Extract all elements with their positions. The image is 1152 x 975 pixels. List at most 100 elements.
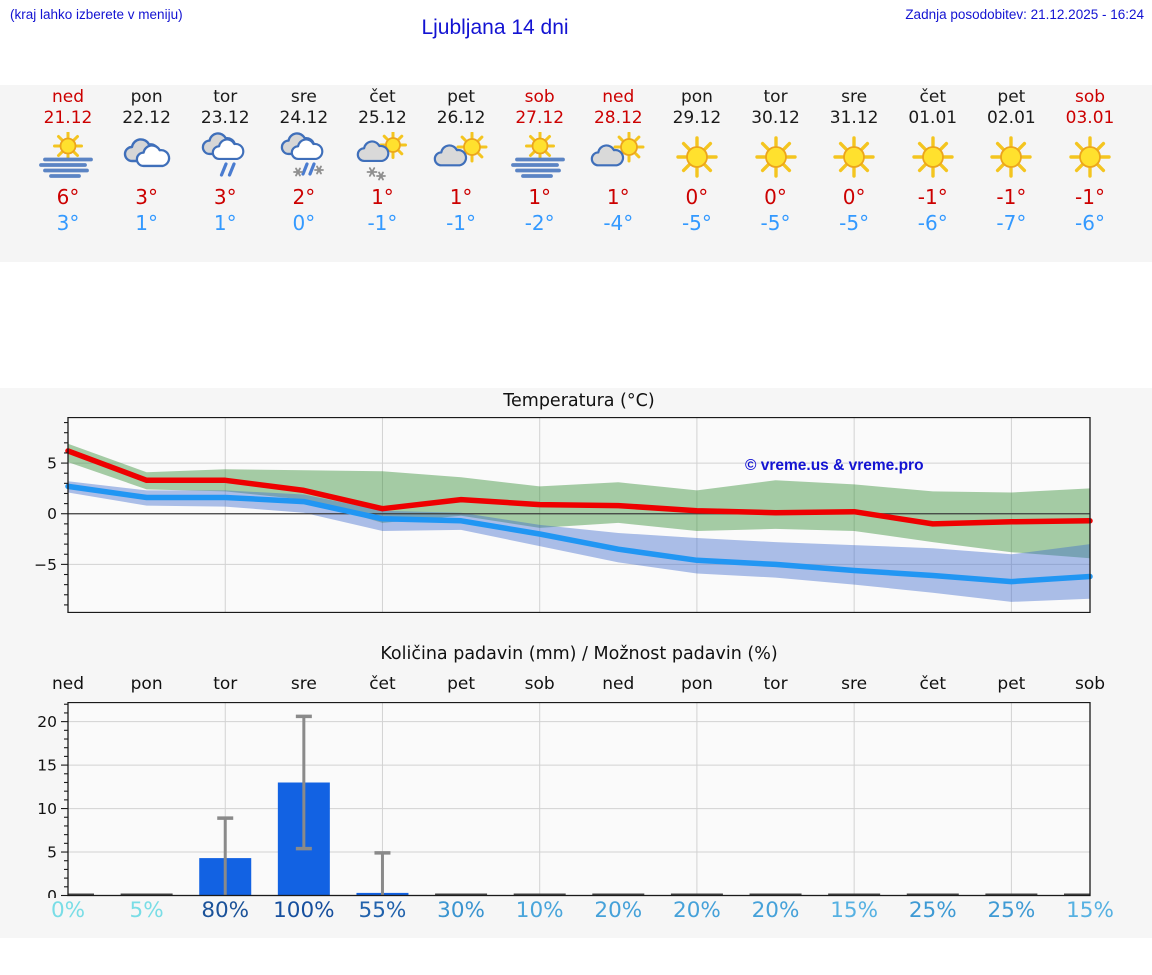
sun-cloud-snow-icon [350,132,414,182]
day-date: 25.12 [358,108,407,128]
precip-bar-stub [120,893,173,896]
cloud-sleet-icon [272,132,336,182]
last-update-text: Zadnja posodobitev: 21.12.2025 - 16:24 [905,7,1144,22]
day-column: sob 27.12 1° -2° [500,87,580,235]
day-max-temp: 0° [685,185,709,209]
precip-bar-stub [906,893,959,896]
day-min-temp: -1° [367,211,398,235]
day-min-temp: 1° [135,211,158,235]
day-name: sre [841,87,868,107]
precip-probability: 20% [751,898,800,923]
day-max-temp: -1° [917,185,948,209]
menu-hint: (kraj lahko izberete v meniju) [10,7,183,22]
precip-bar-stub [435,893,488,896]
precip-day-label: ned [602,674,635,694]
day-column: ned 28.12 1° -4° [578,87,658,235]
day-name: sob [1074,87,1106,107]
precip-bar-stub [985,893,1038,896]
y-axis-tick-label: 0 [47,887,57,898]
y-axis-tick-label: −5 [34,556,57,574]
day-date: 03.01 [1065,108,1115,128]
day-name: ned [602,87,635,107]
day-min-temp: -5° [681,211,712,235]
day-column: ned 21.12 6° 3° [28,87,108,235]
precip-probability: 15% [830,898,879,923]
precipitation-chart-title: Količina padavin (mm) / Možnost padavin … [380,644,778,664]
day-max-temp: 2° [292,185,316,209]
page-title: Ljubljana 14 dni [421,16,569,39]
precip-probability: 25% [987,898,1036,923]
day-max-temp: 1° [606,185,630,209]
precip-bar-stub [670,893,723,896]
sun-icon [979,132,1043,182]
day-name: pet [447,87,476,107]
precip-probability: 5% [129,898,164,923]
day-column: pon 29.12 0° -5° [657,87,737,235]
day-max-temp: 1° [371,185,394,209]
sun-icon [901,132,965,182]
day-date: 23.12 [200,108,250,128]
day-name: tor [763,87,788,107]
precip-day-label: pon [680,674,713,694]
day-max-temp: 0° [842,185,866,209]
day-column: pet 26.12 1° -1° [421,87,501,235]
y-axis-tick-label: 0 [47,505,57,523]
day-min-temp: -6° [917,211,948,235]
y-axis-tick-label: 5 [47,455,57,473]
day-name: sob [524,87,555,107]
sun-icon [1058,132,1122,182]
error-bar [217,816,234,896]
day-min-temp: -2° [524,211,555,235]
sun-fog-icon [508,132,572,182]
precip-day-label: sob [524,674,555,694]
day-name: tor [213,87,238,107]
precip-probability: 100% [273,898,335,923]
sun-cloud-icon [586,132,650,182]
precip-probability: 55% [358,898,407,923]
precip-day-label: čet [369,674,396,694]
day-min-temp: 1° [213,211,237,235]
day-min-temp: 3° [56,211,80,235]
plot-area [68,417,1090,613]
day-column: sre 24.12 2° 0° [264,87,344,235]
precip-day-label: pet [997,674,1026,694]
y-axis-tick-label: 15 [37,757,57,775]
day-name: pon [130,87,163,107]
day-column: tor 30.12 0° -5° [736,87,816,235]
sun-cloud-icon [429,132,493,182]
day-max-temp: 1° [528,185,552,209]
sun-icon [665,132,729,182]
day-min-temp: -1° [446,211,477,235]
day-min-temp: 0° [292,211,316,235]
day-min-temp: -5° [839,211,870,235]
precip-day-label: pet [447,674,476,694]
day-name: sre [290,87,317,107]
day-name: čet [369,87,396,107]
precip-probability: 30% [437,898,485,923]
error-bar [295,714,312,851]
day-column: čet 25.12 1° -1° [342,87,422,235]
watermark-link[interactable]: © vreme.us & vreme.pro [745,457,924,474]
precip-probability: 15% [1066,898,1114,923]
day-name: ned [51,87,85,107]
day-date: 02.01 [987,108,1036,128]
day-date: 29.12 [672,108,722,128]
cloud-rain-icon [193,132,257,182]
day-min-temp: -6° [1075,211,1105,235]
day-column: tor 23.12 3° 1° [185,87,265,235]
precip-day-label: sre [841,674,868,694]
precip-probability: 0% [50,898,86,923]
max temperatura-line [65,448,1093,527]
min temperatura-line [65,483,1093,585]
clouds-icon [115,132,179,182]
day-date: 24.12 [279,108,329,128]
y-axis-tick-label: 10 [37,800,57,818]
precip-bar-stub [68,893,94,896]
precip-bar-stub [828,893,881,896]
forecast-day-strip: ned 21.12 6° 3° pon 22.12 3° 1° tor 23.12 3° 1° sre… [0,85,1152,262]
day-column: čet 01.01 -1° -6° [893,87,973,235]
y-axis-tick-label: 5 [47,844,57,862]
precip-bar-stub [749,893,802,896]
temperature-chart-title: Temperatura (°C) [503,391,655,411]
